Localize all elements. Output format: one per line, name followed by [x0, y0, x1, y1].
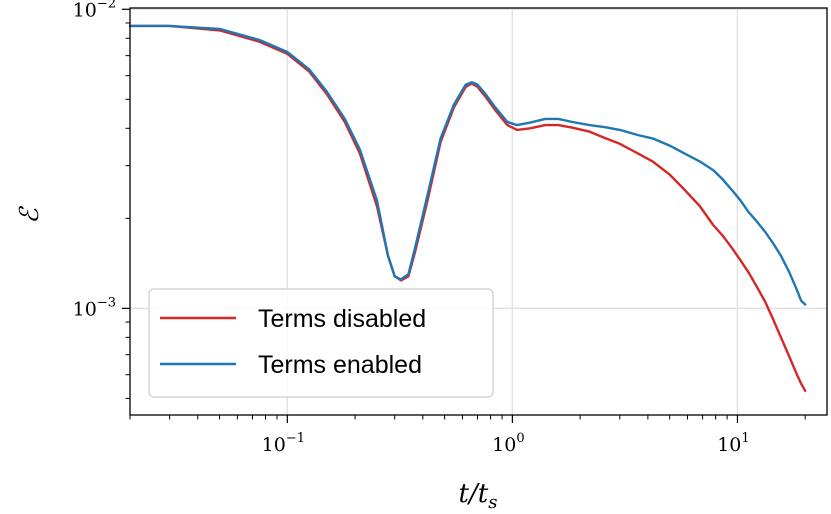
axis-ticks	[122, 8, 806, 423]
x-tick-label: 100	[492, 431, 524, 456]
series-line-2	[128, 24, 807, 306]
axis-tick-labels: 10−1 100 101 10−3 10−2	[73, 0, 750, 456]
series-layer	[128, 24, 807, 392]
legend-label-1: Terms disabled	[258, 305, 426, 333]
legend-label-2: Terms enabled	[258, 351, 422, 379]
y-axis-label: ℰ	[15, 206, 45, 224]
legend-frame	[148, 288, 494, 398]
series-line-1	[128, 24, 807, 392]
plot-frame	[129, 7, 828, 416]
y-tick-label: 10−2	[73, 0, 116, 21]
x-tick-label: 101	[717, 431, 749, 456]
legend: Terms disabled Terms enabled	[148, 288, 494, 398]
x-axis-label: t/ts	[459, 479, 498, 513]
x-tick-label: 10−1	[262, 431, 305, 456]
y-tick-label: 10−3	[73, 295, 116, 320]
